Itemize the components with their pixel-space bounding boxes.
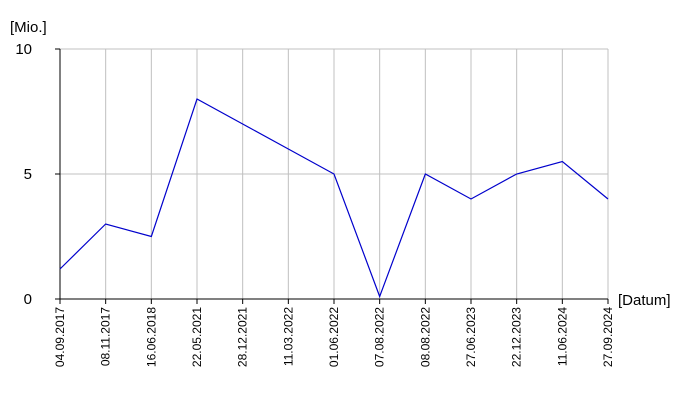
x-tick-label: 08.11.2017 — [99, 307, 113, 366]
x-tick-label: 16.06.2018 — [144, 307, 158, 367]
y-tick-label: 0 — [24, 291, 32, 308]
x-tick-label: 27.09.2024 — [601, 307, 615, 367]
x-tick-label: 22.05.2021 — [190, 307, 204, 367]
x-tick-label: 28.12.2021 — [236, 307, 250, 367]
x-tick-label: 01.06.2022 — [327, 307, 341, 367]
x-tick-label: 07.08.2022 — [373, 307, 387, 367]
y-tick-label: 5 — [24, 166, 32, 183]
x-tick-label: 08.08.2022 — [418, 307, 432, 367]
x-tick-label: 22.12.2023 — [510, 307, 524, 367]
y-axis-label: [Mio.] — [10, 19, 47, 36]
data-line — [59, 98, 609, 299]
x-axis-label: [Datum] — [618, 292, 671, 309]
x-tick-label: 04.09.2017 — [53, 307, 67, 367]
x-tick-label: 11.03.2022 — [281, 307, 295, 366]
x-tick-label: 11.06.2024 — [555, 307, 569, 366]
x-tick-label: 27.06.2023 — [464, 307, 478, 367]
y-tick-label: 10 — [15, 41, 32, 58]
